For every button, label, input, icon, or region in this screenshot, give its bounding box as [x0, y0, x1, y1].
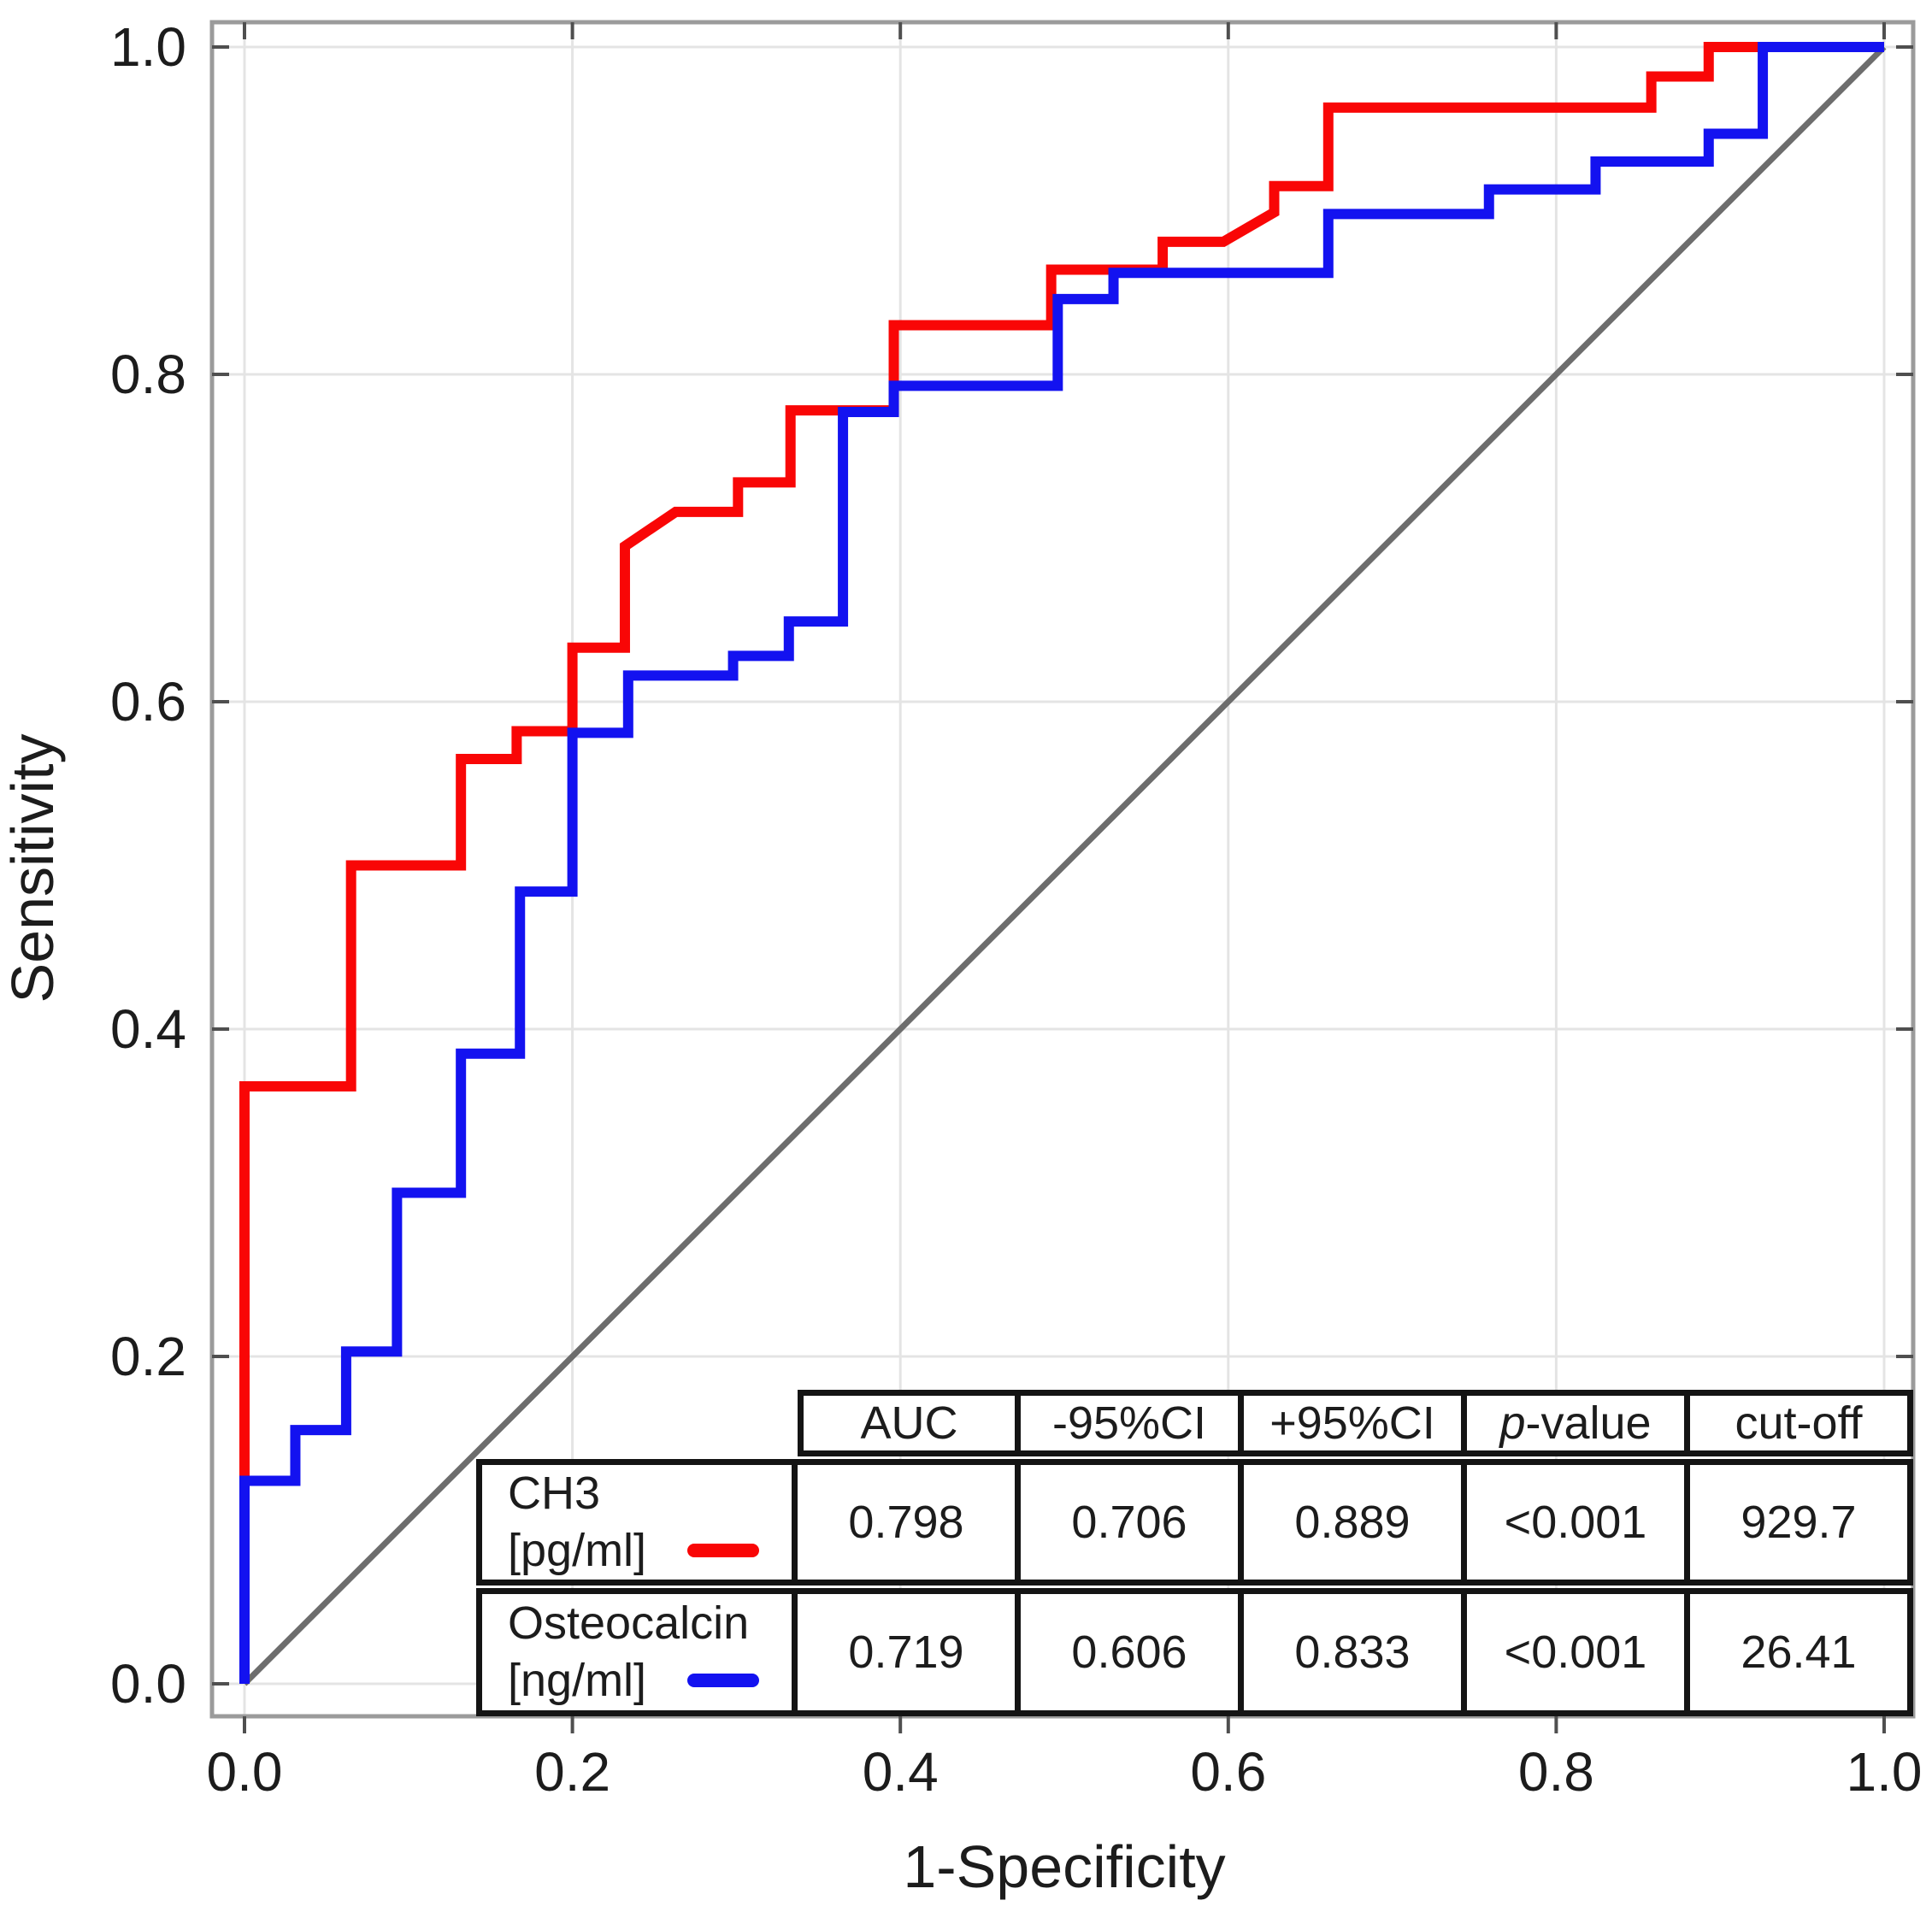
stats-table: AUC -95%CI +95%CI p -value cut-off CH3 [pg/ml] 0…	[476, 1390, 1913, 1716]
table-header-cell: -95%CI	[1021, 1390, 1244, 1456]
gridlines	[212, 22, 1913, 1716]
table-header-row: AUC -95%CI +95%CI p -value cut-off	[798, 1390, 1913, 1456]
y-tick-label: 0.2	[110, 1326, 186, 1387]
x-tick-label: 1.0	[1847, 1741, 1923, 1803]
table-value-cell: 0.606	[1021, 1588, 1244, 1716]
table-value-cell: 0.798	[798, 1459, 1021, 1586]
legend-line-swatch	[687, 1544, 760, 1558]
reference-diagonal-group	[242, 44, 1887, 1686]
plot-frame	[209, 20, 1916, 1719]
series-label-cell: Osteocalcin [ng/ml]	[476, 1588, 798, 1716]
y-tick-label: 0.0	[110, 1653, 186, 1715]
axis-tick-labels: 0.0 0.2 0.4 0.6 0.8 1.0 0.0 0.2 0.4 0.6 0.8 1.0	[110, 16, 1922, 1803]
table-header-cell: p -value	[1467, 1390, 1690, 1456]
series-unit-text: [ng/ml]	[508, 1655, 647, 1706]
reference-diagonal-line	[242, 44, 1887, 1686]
x-tick-label: 0.6	[1190, 1741, 1266, 1803]
table-row: Osteocalcin [ng/ml] 0.719 0.606 0.833 <0.001 2…	[476, 1588, 1913, 1716]
table-header-cell: +95%CI	[1244, 1390, 1467, 1456]
y-axis-title: Sensitivity	[0, 733, 66, 1003]
series-name-label: CH3	[508, 1468, 601, 1520]
table-value-cell: <0.001	[1467, 1588, 1690, 1716]
x-tick-label: 0.0	[207, 1741, 283, 1803]
roc-curve-osteocalcin	[239, 42, 1884, 1684]
series-unit-text: [pg/ml]	[508, 1525, 647, 1576]
table-value-cell: <0.001	[1467, 1459, 1690, 1586]
series-label-cell: CH3 [pg/ml]	[476, 1459, 798, 1586]
table-value-cell: 929.7	[1690, 1459, 1913, 1586]
table-value-cell: 26.41	[1690, 1588, 1913, 1716]
series-unit-label: [ng/ml]	[508, 1655, 760, 1706]
y-tick-label: 0.8	[110, 344, 186, 405]
legend-line-swatch	[687, 1674, 760, 1688]
axis-titles: Sensitivity 1-Specificity	[0, 733, 1226, 1900]
table-header-cell: AUC	[798, 1390, 1021, 1456]
x-axis-title: 1-Specificity	[903, 1833, 1225, 1900]
series-unit-label: [pg/ml]	[508, 1525, 760, 1576]
y-tick-label: 0.4	[110, 998, 186, 1060]
table-value-cell: 0.719	[798, 1588, 1021, 1716]
plot-frame-group	[209, 20, 1916, 1719]
table-header-cell: cut-off	[1690, 1390, 1913, 1456]
x-tick-label: 0.2	[534, 1741, 610, 1803]
table-value-cell: 0.833	[1244, 1588, 1467, 1716]
y-tick-label: 0.6	[110, 671, 186, 732]
table-value-cell: 0.706	[1021, 1459, 1244, 1586]
series-name-label: Osteocalcin	[508, 1597, 750, 1650]
x-tick-label: 0.4	[863, 1741, 939, 1803]
table-row: CH3 [pg/ml] 0.798 0.706 0.889 <0.001 929.7	[476, 1459, 1913, 1586]
x-tick-label: 0.8	[1518, 1741, 1594, 1803]
table-value-cell: 0.889	[1244, 1459, 1467, 1586]
roc-curve-ch3	[239, 42, 1884, 1684]
y-tick-label: 1.0	[110, 16, 186, 78]
roc-curves	[239, 42, 1884, 1684]
